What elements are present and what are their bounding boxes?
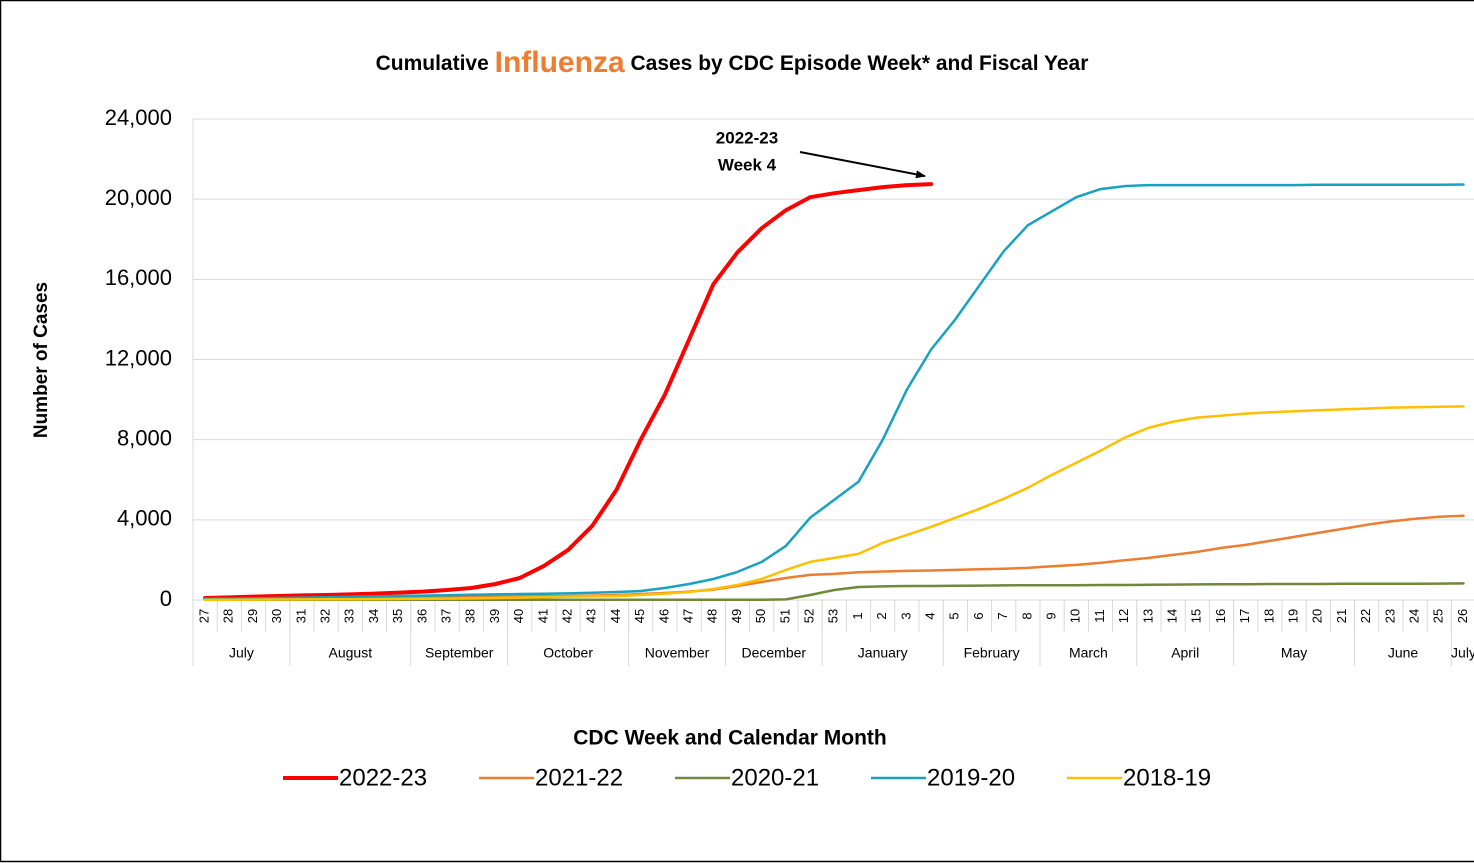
x-tick-label: 43 (584, 609, 599, 623)
x-tick-label: 22 (1358, 609, 1373, 623)
month-label: February (964, 645, 1020, 661)
y-axis-title: Number of Cases (31, 282, 52, 438)
x-tick-label: 33 (342, 609, 357, 623)
x-tick-label: 29 (245, 609, 260, 623)
x-tick-label: 26 (1455, 609, 1470, 623)
x-tick-label: 1 (850, 612, 865, 619)
x-tick-label: 46 (656, 609, 671, 623)
x-tick-label: 24 (1407, 609, 1422, 623)
x-tick-label: 37 (439, 609, 454, 623)
x-tick-label: 10 (1068, 609, 1083, 623)
x-tick-label: 4 (923, 612, 938, 619)
x-tick-label: 12 (1116, 609, 1131, 623)
x-tick-label: 36 (414, 609, 429, 623)
title-highlight: Influenza (495, 46, 625, 79)
x-tick-label: 41 (535, 609, 550, 623)
month-label: October (543, 645, 593, 661)
x-tick-label: 48 (705, 609, 720, 623)
y-tick-label: 16,000 (105, 265, 172, 290)
annotation: 2022-23 (716, 128, 778, 147)
month-label: January (858, 645, 908, 661)
title-part: Cumulative (376, 52, 495, 75)
x-tick-label: 3 (898, 612, 913, 619)
legend-label: 2022-23 (339, 764, 427, 791)
y-tick-label: 0 (160, 586, 172, 611)
x-tick-label: 30 (269, 609, 284, 623)
x-tick-label: 31 (293, 609, 308, 623)
x-tick-label: 17 (1237, 609, 1252, 623)
x-tick-label: 53 (826, 609, 841, 623)
x-tick-label: 21 (1334, 609, 1349, 623)
month-label: December (742, 645, 807, 661)
month-label: July (229, 645, 254, 661)
x-tick-label: 51 (777, 609, 792, 623)
y-tick-label: 24,000 (105, 105, 172, 130)
legend-label: 2021-22 (535, 764, 623, 791)
x-tick-label: 28 (221, 609, 236, 623)
x-tick-label: 39 (487, 609, 502, 623)
chart-title: Cumulative Influenza Cases by CDC Episod… (376, 46, 1089, 79)
x-tick-label: 32 (318, 609, 333, 623)
x-tick-label: 42 (560, 609, 575, 623)
legend-label: 2018-19 (1123, 764, 1211, 791)
x-tick-label: 49 (729, 609, 744, 623)
x-tick-label: 45 (632, 609, 647, 623)
x-tick-label: 40 (511, 609, 526, 623)
series-line (203, 514, 1465, 601)
x-tick-label: 9 (1044, 612, 1059, 619)
legend-label: 2020-21 (731, 764, 819, 791)
x-tick-label: 14 (1165, 609, 1180, 623)
x-tick-label: 5 (947, 612, 962, 619)
x-tick-label: 19 (1286, 609, 1301, 623)
month-label: April (1171, 645, 1199, 661)
x-tick-label: 8 (1019, 612, 1034, 619)
x-tick-label: 18 (1261, 609, 1276, 623)
month-label: November (645, 645, 710, 661)
x-tick-label: 15 (1189, 609, 1204, 623)
x-tick-label: 20 (1310, 609, 1325, 623)
x-tick-label: 7 (995, 612, 1010, 619)
legend-label: 2019-20 (927, 764, 1015, 791)
series-line (203, 405, 1465, 602)
series-line (203, 183, 1465, 601)
x-tick-label: 52 (802, 609, 817, 623)
x-tick-label: 34 (366, 609, 381, 623)
month-label: March (1069, 645, 1108, 661)
month-label: May (1281, 645, 1307, 661)
annotation-arrow (799, 151, 926, 179)
x-tick-label: 44 (608, 609, 623, 623)
annotation: Week 4 (718, 155, 777, 174)
x-tick-label: 16 (1213, 609, 1228, 623)
x-tick-label: 6 (971, 612, 986, 619)
x-tick-label: 2 (874, 612, 889, 619)
x-tick-label: 11 (1092, 609, 1107, 623)
month-label: July (1451, 645, 1474, 661)
y-tick-label: 4,000 (117, 506, 172, 531)
x-tick-label: 50 (753, 609, 768, 623)
x-axis-title: CDC Week and Calendar Month (573, 727, 886, 750)
x-tick-label: 25 (1431, 609, 1446, 623)
month-label: June (1388, 645, 1419, 661)
y-tick-label: 8,000 (117, 425, 172, 450)
x-tick-label: 23 (1382, 609, 1397, 623)
x-tick-label: 38 (463, 609, 478, 623)
x-tick-label: 47 (681, 609, 696, 623)
series-line (203, 182, 934, 600)
y-tick-label: 20,000 (105, 185, 172, 210)
title-part: Cases by CDC Episode Week* and Fiscal Ye… (625, 52, 1089, 75)
month-label: August (329, 645, 373, 661)
x-tick-label: 35 (390, 609, 405, 623)
x-tick-label: 27 (197, 609, 212, 623)
x-tick-label: 13 (1140, 609, 1155, 623)
y-tick-label: 12,000 (105, 345, 172, 370)
month-label: September (425, 645, 494, 661)
